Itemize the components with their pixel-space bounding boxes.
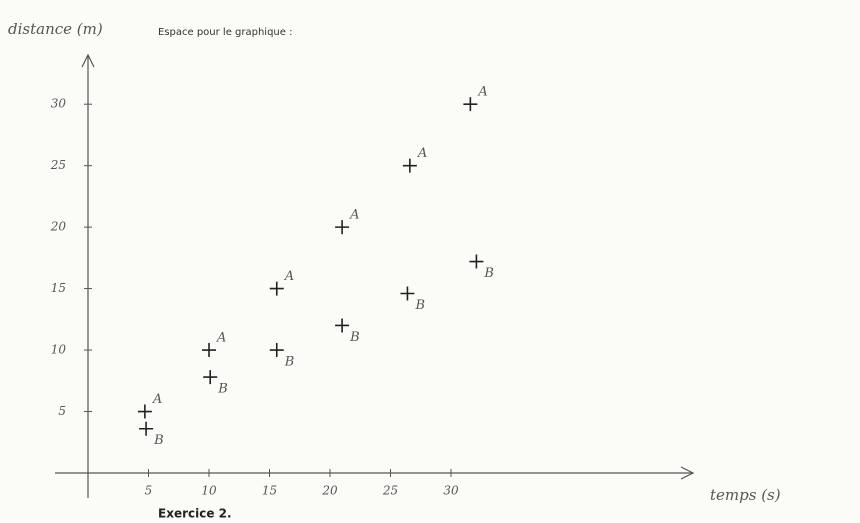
point — [400, 286, 415, 301]
point — [402, 158, 417, 173]
x-tick-label: 10 — [201, 484, 217, 498]
point-label: A — [284, 269, 294, 284]
point — [469, 254, 484, 269]
point-label: A — [349, 208, 359, 223]
x-axis-label: temps (s) — [710, 486, 781, 504]
x-tick-label: 25 — [382, 484, 398, 498]
y-tick-label: 10 — [51, 343, 67, 357]
point-label: A — [417, 146, 427, 161]
point-label: B — [284, 355, 295, 370]
x-tick-label: 5 — [145, 484, 153, 498]
y-tick-label: 30 — [51, 97, 67, 111]
y-tick-label: 25 — [50, 158, 66, 172]
point — [203, 370, 218, 385]
point-label: A — [216, 331, 226, 346]
point — [335, 220, 350, 235]
point-label: A — [477, 85, 487, 100]
chart-title: Espace pour le graphique : — [158, 27, 292, 38]
point — [463, 97, 478, 112]
point-label: A — [152, 392, 162, 407]
x-tick-label: 15 — [262, 484, 277, 498]
point-label: B — [349, 330, 360, 345]
x-tick-label: 20 — [321, 484, 338, 498]
y-axis-arrow — [81, 53, 95, 68]
exercise-label: Exercice 2. — [158, 507, 232, 521]
point — [269, 281, 284, 296]
x-axis-arrow — [680, 466, 695, 480]
y-axis-label: distance (m) — [8, 20, 103, 38]
point-label: B — [217, 382, 228, 397]
y-tick-label: 5 — [58, 404, 66, 418]
point — [137, 404, 152, 419]
y-tick-label: 20 — [50, 220, 67, 234]
point-label: B — [483, 266, 494, 281]
point — [335, 318, 350, 333]
y-tick-label: 15 — [51, 281, 66, 295]
x-tick-label: 30 — [443, 484, 459, 498]
point — [269, 343, 284, 358]
point — [139, 421, 154, 436]
point-label: B — [414, 298, 425, 313]
point — [202, 343, 216, 358]
point-label: B — [153, 433, 164, 448]
